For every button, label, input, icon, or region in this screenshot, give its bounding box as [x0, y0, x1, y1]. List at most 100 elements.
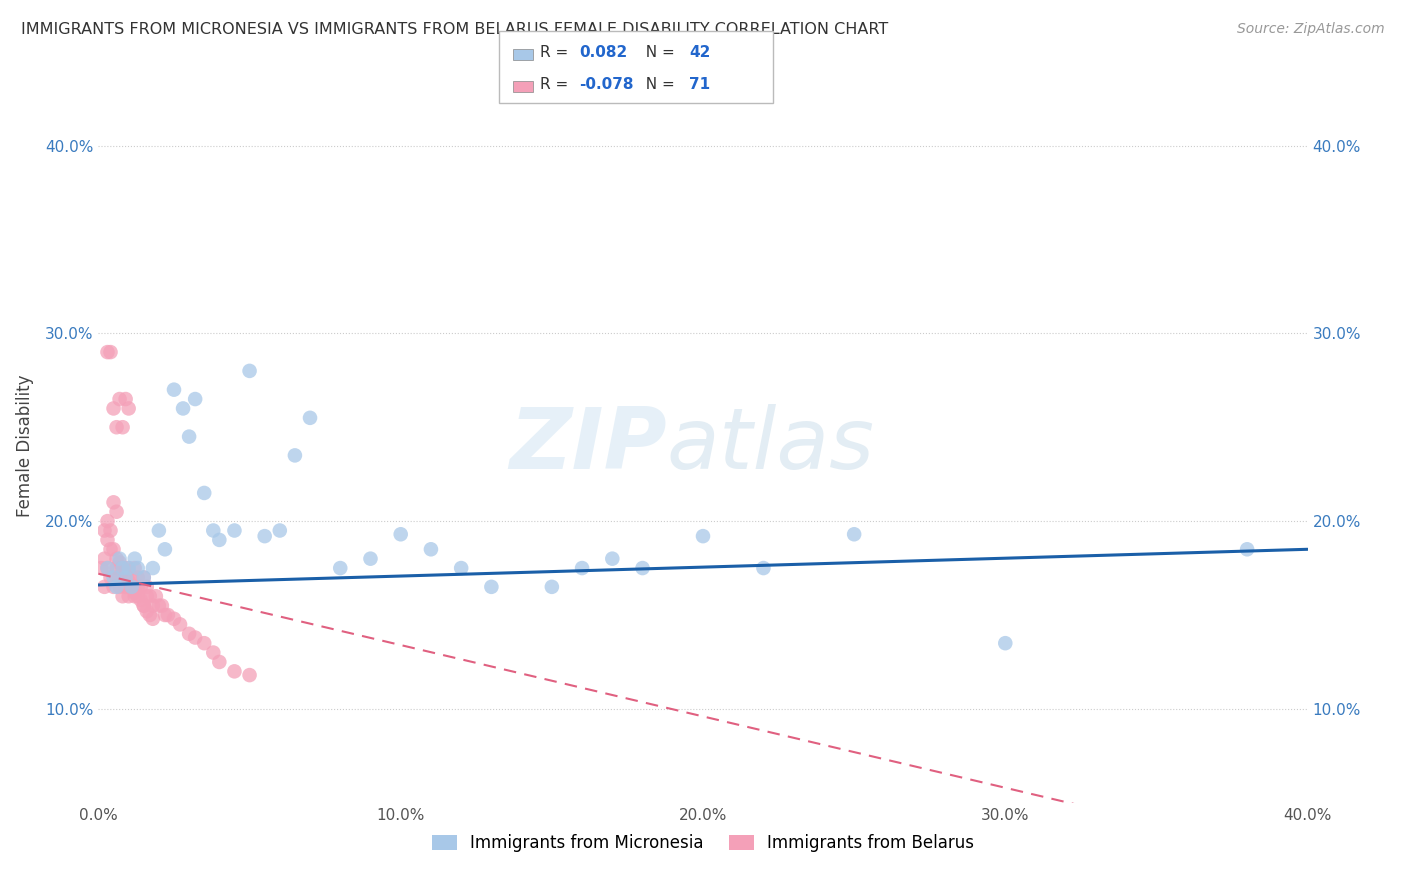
Point [132, 570, 155, 584]
Text: 71: 71 [689, 77, 710, 92]
Point [111, 589, 134, 603]
Point [118, 574, 141, 589]
Point [93, 551, 115, 566]
Point [571, 561, 593, 575]
Point [105, 561, 128, 575]
Text: R =: R = [540, 45, 574, 60]
Point [132, 599, 155, 613]
Point [420, 542, 443, 557]
Point [129, 593, 152, 607]
Point [156, 607, 179, 622]
Point [127, 580, 149, 594]
Point [169, 617, 191, 632]
Point [450, 561, 472, 575]
Text: N =: N = [636, 45, 679, 60]
Point [121, 580, 143, 594]
Point [148, 524, 170, 538]
Point [93, 580, 115, 594]
Point [179, 627, 201, 641]
Point [105, 580, 128, 594]
Point [142, 612, 165, 626]
Point [994, 636, 1017, 650]
Point [105, 505, 128, 519]
Point [121, 580, 143, 594]
Point [103, 495, 125, 509]
Point [96, 514, 118, 528]
Point [111, 561, 134, 575]
Point [124, 561, 146, 575]
Text: 0.082: 0.082 [579, 45, 627, 60]
Point [103, 580, 125, 594]
Point [108, 556, 131, 570]
Point [153, 542, 176, 557]
Point [118, 401, 141, 416]
Point [114, 392, 136, 406]
Point [179, 429, 201, 443]
Text: ZIP: ZIP [509, 404, 666, 488]
Point [132, 570, 155, 584]
Point [96, 533, 118, 547]
Point [139, 607, 162, 622]
Point [481, 580, 503, 594]
Point [153, 607, 176, 622]
Point [100, 345, 122, 359]
Point [127, 561, 149, 575]
Point [121, 570, 143, 584]
Point [284, 449, 307, 463]
Point [163, 612, 186, 626]
Point [108, 570, 131, 584]
Point [124, 589, 146, 603]
Point [224, 665, 246, 679]
Text: R =: R = [540, 77, 574, 92]
Point [118, 561, 141, 575]
Text: -0.078: -0.078 [579, 77, 634, 92]
Point [844, 527, 866, 541]
Point [114, 580, 136, 594]
Point [239, 364, 262, 378]
Text: 42: 42 [689, 45, 710, 60]
Point [202, 646, 225, 660]
Point [540, 580, 562, 594]
Point [127, 570, 149, 584]
Text: IMMIGRANTS FROM MICRONESIA VS IMMIGRANTS FROM BELARUS FEMALE DISABILITY CORRELAT: IMMIGRANTS FROM MICRONESIA VS IMMIGRANTS… [21, 22, 889, 37]
Point [224, 524, 246, 538]
Point [135, 604, 157, 618]
Text: N =: N = [636, 77, 679, 92]
Point [299, 410, 322, 425]
Point [631, 561, 654, 575]
Point [129, 580, 152, 594]
Y-axis label: Female Disability: Female Disability [15, 375, 34, 517]
Point [96, 561, 118, 575]
Point [1236, 542, 1258, 557]
Point [111, 561, 134, 575]
Point [114, 570, 136, 584]
Point [108, 580, 131, 594]
Point [121, 580, 143, 594]
Point [172, 401, 194, 416]
Point [269, 524, 291, 538]
Text: Source: ZipAtlas.com: Source: ZipAtlas.com [1237, 22, 1385, 37]
Point [100, 570, 122, 584]
Point [114, 570, 136, 584]
Point [145, 589, 167, 603]
Legend: Immigrants from Micronesia, Immigrants from Belarus: Immigrants from Micronesia, Immigrants f… [425, 828, 981, 859]
Point [139, 589, 162, 603]
Point [602, 551, 624, 566]
Point [105, 551, 128, 566]
Point [100, 542, 122, 557]
Point [208, 655, 231, 669]
Point [148, 599, 170, 613]
Point [93, 524, 115, 538]
Point [124, 585, 146, 599]
Point [135, 589, 157, 603]
Point [150, 599, 173, 613]
Point [208, 533, 231, 547]
Point [184, 631, 207, 645]
Point [105, 420, 128, 434]
Point [360, 551, 382, 566]
Point [118, 561, 141, 575]
Point [108, 551, 131, 566]
Point [124, 551, 146, 566]
Point [135, 580, 157, 594]
Point [752, 561, 775, 575]
